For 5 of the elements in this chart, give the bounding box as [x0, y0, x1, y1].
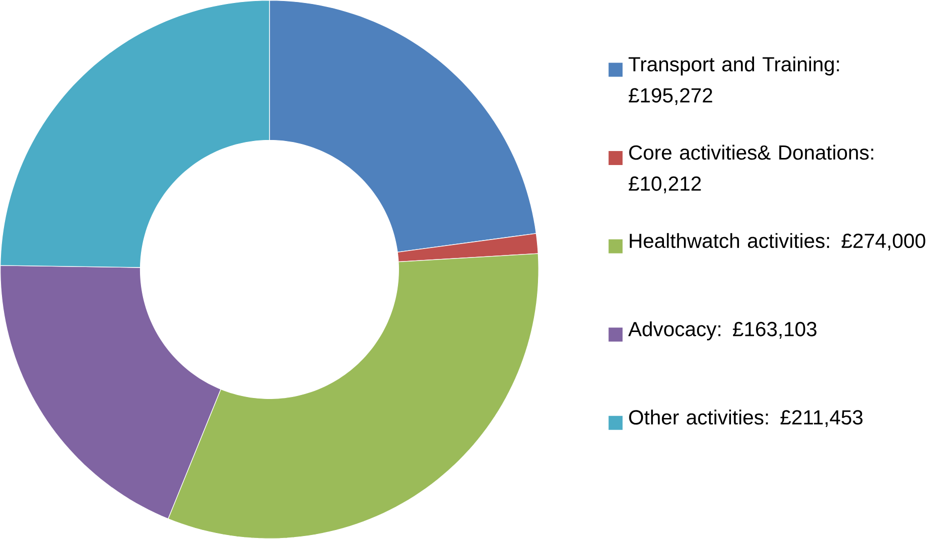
legend-label: Transport and Training: £195,272 — [628, 56, 839, 106]
legend-label: Core activities& Donations: £10,212 — [628, 144, 874, 194]
legend-label: Other activities: £211,453 — [629, 410, 863, 428]
legend-label: Healthwatch activities: £274,000 — [630, 233, 926, 250]
legend-label: Advocacy: £163,103 — [628, 321, 816, 340]
